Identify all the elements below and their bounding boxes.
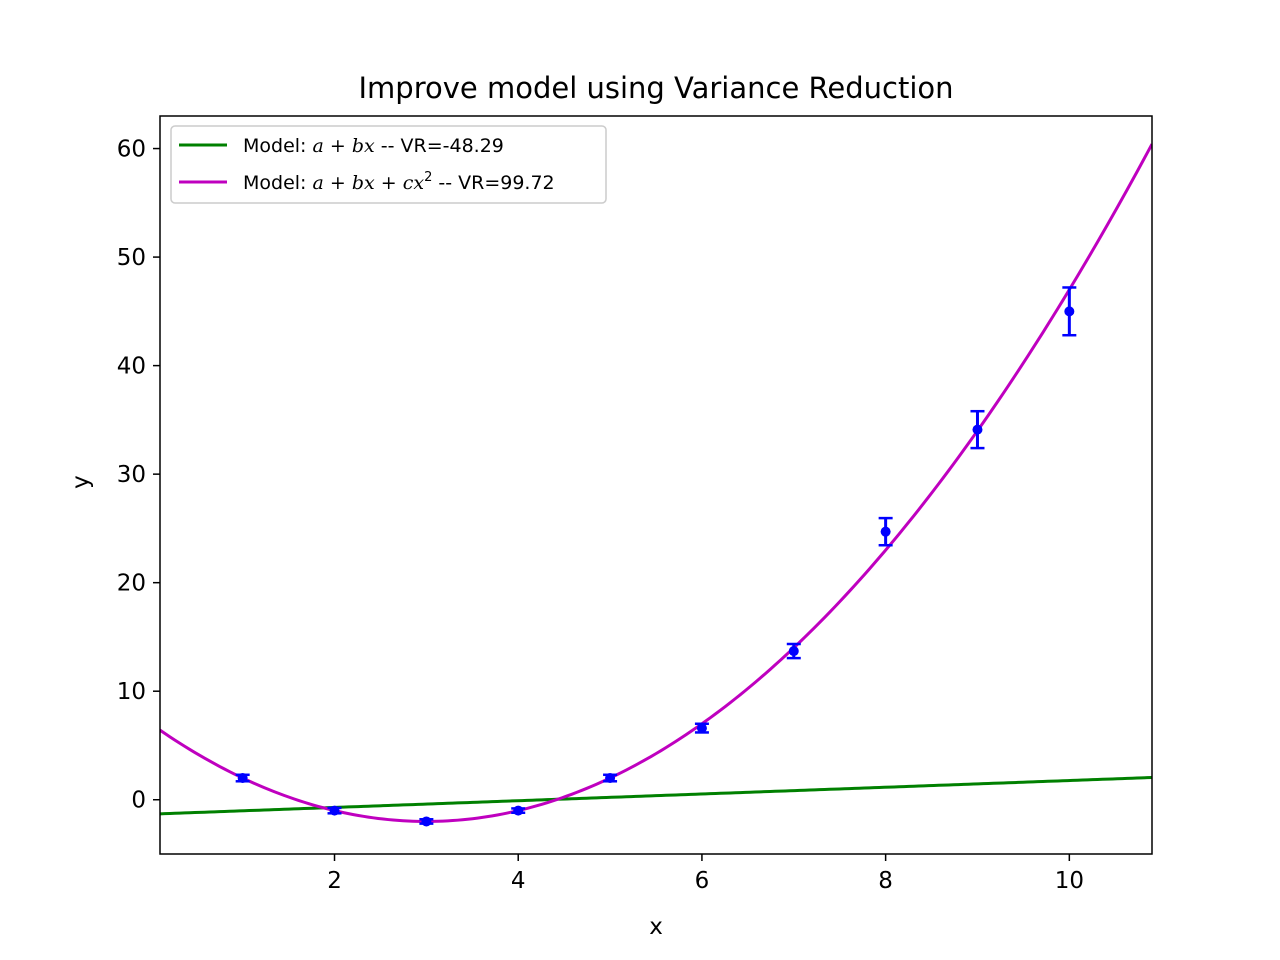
y-tick-label: 10 [117, 679, 146, 705]
data-point-marker [788, 646, 799, 657]
data-point-marker [237, 773, 248, 784]
data-point [694, 722, 709, 734]
y-axis-ticks: 0 10 20 30 40 50 60 [117, 137, 160, 814]
x-axis-ticks: 2 4 6 8 10 [327, 854, 1084, 894]
series-line-quadratic [160, 143, 1152, 823]
legend: Model: a + bx -- VR=-48.29 Model: a + bx… [170, 125, 607, 204]
x-tick-label: 8 [878, 868, 893, 894]
data-point [327, 805, 342, 816]
y-tick-label: 20 [117, 571, 146, 597]
data-point [235, 773, 250, 784]
x-tick-label: 2 [327, 868, 342, 894]
data-point-marker [605, 773, 616, 784]
data-point-marker [421, 816, 432, 827]
series-layer [160, 143, 1152, 823]
x-axis-label: x [649, 914, 663, 940]
data-point-marker [972, 424, 983, 435]
data-point [970, 409, 985, 450]
data-point [786, 642, 801, 660]
data-point-marker [513, 805, 524, 816]
data-point-marker [880, 526, 891, 537]
x-tick-label: 6 [695, 868, 710, 894]
data-point [419, 816, 434, 827]
data-point-marker [1064, 306, 1075, 317]
legend-label-quadratic: Model: a + bx + cx2 -- VR=99.72 [243, 170, 555, 194]
x-tick-label: 10 [1055, 868, 1084, 894]
data-point [878, 516, 893, 547]
y-tick-label: 30 [117, 462, 146, 488]
data-point [511, 805, 526, 816]
plot-area [159, 115, 1153, 855]
chart-title: Improve model using Variance Reduction [359, 71, 954, 105]
y-tick-label: 0 [131, 788, 146, 814]
data-point-marker [696, 723, 707, 734]
data-point [1062, 286, 1077, 337]
y-axis-label: y [68, 475, 94, 489]
plot-frame [159, 115, 1153, 855]
legend-box [170, 125, 607, 204]
y-tick-label: 50 [117, 245, 146, 271]
data-point [603, 773, 618, 784]
legend-label-linear: Model: a + bx -- VR=-48.29 [243, 135, 504, 157]
y-tick-label: 40 [117, 354, 146, 380]
x-tick-label: 4 [511, 868, 526, 894]
data-point-marker [329, 805, 340, 816]
data-points-layer [235, 286, 1077, 827]
y-tick-label: 60 [117, 137, 146, 163]
